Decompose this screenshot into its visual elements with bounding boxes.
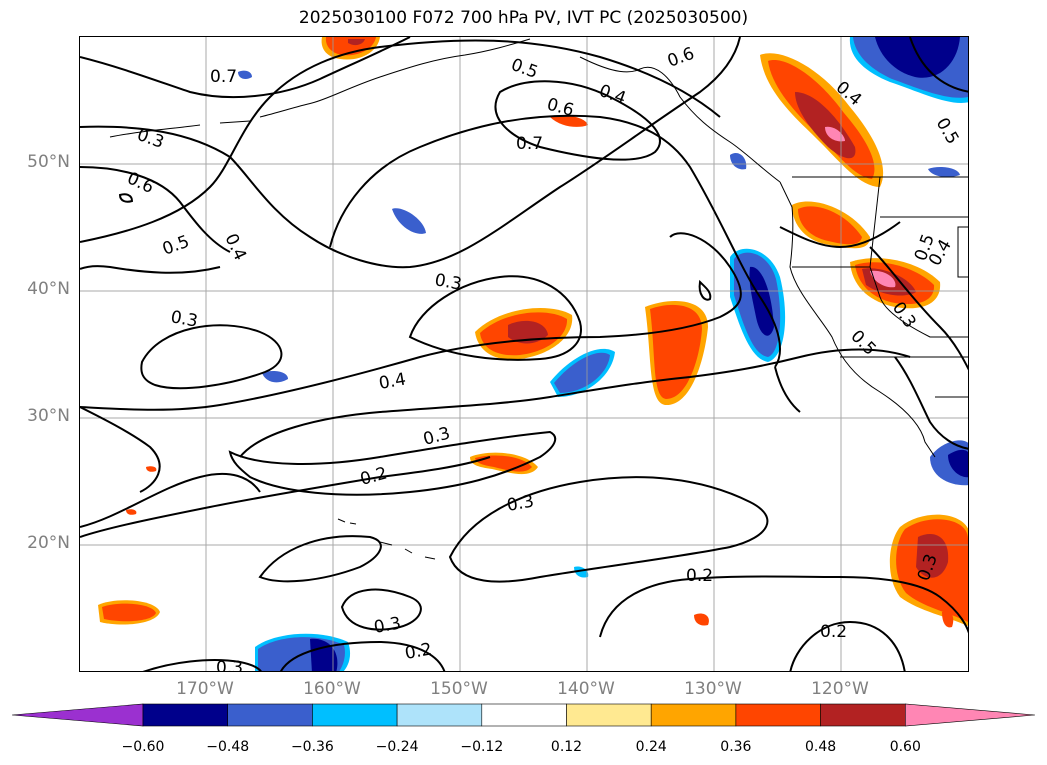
contour-label: 0.7	[516, 134, 543, 154]
lat-label-40n: 40°N	[27, 279, 70, 299]
coastlines	[109, 38, 968, 560]
contour-label: 0.2	[403, 640, 433, 664]
contour-label: 0.3	[216, 658, 243, 672]
colorbar-extend-high	[904, 703, 1036, 727]
colorbar-tick-label: −0.60	[121, 739, 165, 755]
contour-label: 0.4	[220, 231, 250, 264]
colorbar-tick-label: 0.24	[635, 739, 667, 755]
colorbar-segment	[396, 703, 483, 727]
map-panel: 0.7 0.5 0.6 0.4 0.3 0.6 0.7 0.6 0.4 0.5 …	[79, 36, 969, 672]
map-title: 2025030100 F072 700 hPa PV, IVT PC (2025…	[298, 8, 749, 28]
contour-label: 0.2	[820, 622, 847, 642]
contour-label: 0.6	[665, 44, 697, 72]
contour-label: 0.5	[508, 55, 540, 83]
contour-label: 0.5	[160, 232, 192, 260]
colorbar-segment	[312, 703, 398, 727]
contour-label: 0.3	[169, 307, 199, 331]
colorbar	[11, 703, 1036, 727]
ivt-positive-shading	[98, 37, 968, 628]
colorbar-segment	[650, 703, 737, 727]
colorbar-tick-label: −0.24	[375, 739, 419, 755]
colorbar-extend-low	[11, 703, 144, 727]
contour-label: 0.3	[372, 614, 402, 638]
contour-label: 0.4	[377, 370, 407, 394]
colorbar-segment	[566, 703, 652, 727]
lat-label-50n: 50°N	[27, 152, 70, 172]
colorbar-tick-label: 0.48	[805, 739, 837, 755]
colorbar-tick-label: −0.48	[206, 739, 250, 755]
contour-label: 0.5	[932, 115, 963, 148]
contour-label: 0.5	[846, 326, 879, 359]
colorbar-tick-label: 0.36	[720, 739, 752, 755]
colorbar-segment	[735, 703, 821, 727]
graticule	[80, 37, 968, 671]
colorbar-segment	[820, 703, 906, 727]
colorbar-segment	[227, 703, 313, 727]
ivt-negative-shading	[238, 37, 968, 671]
colorbar-tick-label: 0.12	[550, 739, 583, 755]
lon-label-140w: 140°W	[557, 679, 615, 699]
colorbar-tick-label: −0.36	[290, 739, 334, 755]
lon-label-160w: 160°W	[303, 679, 361, 699]
contour-label: 0.2	[358, 464, 389, 490]
contour-label: 0.3	[433, 270, 463, 294]
lon-label-150w: 150°W	[430, 679, 488, 699]
contour-label: 0.7	[210, 67, 237, 87]
lon-label-170w: 170°W	[176, 679, 234, 699]
map-canvas: 0.7 0.5 0.6 0.4 0.3 0.6 0.7 0.6 0.4 0.5 …	[80, 37, 968, 672]
contour-label: 0.2	[686, 566, 713, 586]
lat-label-20n: 20°N	[27, 533, 70, 553]
colorbar-segment	[142, 703, 228, 727]
lat-label-30n: 30°N	[27, 406, 70, 426]
colorbar-segment	[481, 703, 567, 727]
lon-label-130w: 130°W	[684, 679, 742, 699]
colorbar-tick-label: 0.60	[889, 739, 921, 755]
contour-label: 0.3	[505, 492, 535, 516]
pv-contours	[80, 37, 968, 671]
colorbar-tick-label: −0.12	[460, 739, 504, 755]
lon-label-120w: 120°W	[811, 679, 869, 699]
